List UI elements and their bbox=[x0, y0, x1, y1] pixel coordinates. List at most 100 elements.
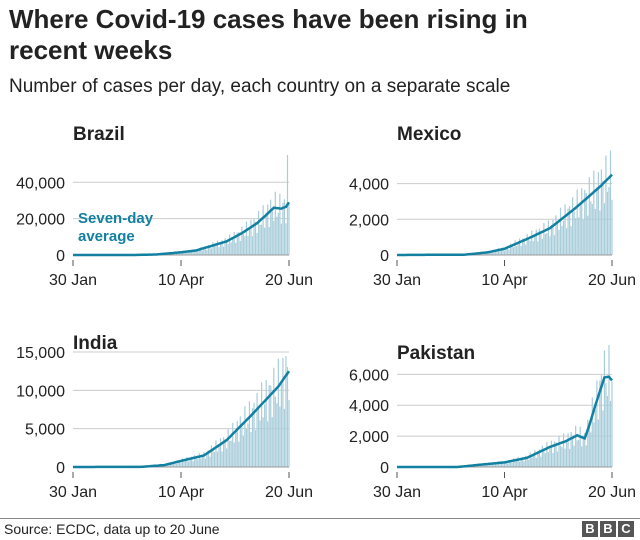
pakistan-daily-bar bbox=[491, 462, 493, 467]
mexico-daily-bar bbox=[569, 206, 571, 255]
mexico-daily-bar bbox=[570, 226, 572, 255]
pakistan-y-tick-label: 6,000 bbox=[349, 367, 389, 384]
mexico-daily-bar bbox=[591, 204, 593, 255]
pakistan-daily-bar bbox=[535, 457, 537, 467]
india-daily-bar bbox=[194, 455, 196, 467]
india-daily-bar bbox=[174, 461, 176, 467]
pakistan-daily-bar bbox=[603, 350, 606, 467]
mexico-daily-bar bbox=[499, 250, 501, 255]
mexico-x-tick-label: 10 Apr bbox=[481, 272, 528, 289]
india-daily-bar bbox=[273, 367, 275, 467]
mexico-daily-bar bbox=[531, 230, 533, 255]
india-daily-bar bbox=[265, 379, 267, 467]
mexico-daily-bar bbox=[543, 223, 545, 255]
mexico-daily-bar bbox=[538, 228, 540, 255]
mexico-daily-bar bbox=[496, 251, 498, 255]
brazil-daily-bar bbox=[227, 244, 229, 255]
pakistan-daily-bar bbox=[540, 456, 542, 467]
pakistan-daily-bar bbox=[525, 455, 527, 467]
india-daily-bar bbox=[195, 457, 197, 467]
mexico-daily-bar bbox=[522, 238, 524, 255]
pakistan-daily-bar bbox=[550, 440, 553, 467]
mexico-y-tick-label: 4,000 bbox=[349, 177, 389, 194]
india-x-tick-label: 30 Jan bbox=[49, 484, 97, 501]
mexico-daily-bar bbox=[561, 225, 563, 255]
brazil-daily-bar bbox=[253, 219, 255, 255]
brazil-daily-bar bbox=[232, 239, 234, 255]
brazil-daily-bar bbox=[177, 253, 179, 255]
pakistan-daily-bar bbox=[602, 410, 604, 467]
pakistan-x-tick-label: 10 Apr bbox=[481, 484, 528, 501]
india-daily-bar bbox=[248, 401, 251, 467]
india-daily-bar bbox=[279, 406, 281, 467]
mexico-daily-bar bbox=[516, 246, 518, 255]
brazil-daily-bar bbox=[277, 212, 279, 255]
mexico-x-tick-label: 20 Jun bbox=[588, 272, 636, 289]
mexico-daily-bar bbox=[605, 155, 607, 255]
pakistan-daily-bar bbox=[600, 375, 603, 467]
india-daily-bar bbox=[264, 404, 266, 467]
brazil-daily-bar bbox=[180, 252, 182, 255]
brazil-daily-bar bbox=[279, 193, 281, 255]
brazil-daily-bar bbox=[188, 250, 190, 255]
pakistan-daily-bar bbox=[565, 440, 568, 467]
mexico-daily-bar bbox=[484, 252, 486, 255]
mexico-daily-bar bbox=[599, 210, 601, 255]
mexico-daily-bar bbox=[512, 247, 515, 255]
brazil-daily-bar bbox=[215, 245, 217, 255]
india-daily-bar bbox=[207, 450, 209, 467]
india-daily-bar bbox=[254, 430, 257, 467]
pakistan-daily-bar bbox=[556, 451, 559, 467]
brazil-daily-bar bbox=[207, 244, 209, 255]
mexico-daily-bar bbox=[525, 244, 527, 255]
mexico-daily-bar bbox=[593, 170, 595, 255]
brazil-daily-bar bbox=[204, 246, 206, 255]
brazil-daily-bar bbox=[200, 247, 202, 255]
india-daily-bar bbox=[221, 451, 223, 467]
india-daily-bar bbox=[271, 417, 273, 467]
mexico-daily-bar bbox=[544, 234, 546, 255]
india-daily-bar bbox=[239, 416, 241, 467]
brazil-daily-bar bbox=[285, 223, 287, 255]
mexico-daily-bar bbox=[609, 150, 612, 255]
pakistan-daily-bar bbox=[522, 456, 524, 467]
pakistan-daily-bar bbox=[591, 397, 593, 467]
pakistan-daily-bar bbox=[529, 452, 531, 467]
brazil-daily-bar bbox=[274, 191, 276, 255]
pakistan-daily-bar bbox=[559, 445, 562, 467]
mexico-daily-bar bbox=[584, 189, 586, 255]
india-y-tick-label: 10,000 bbox=[16, 383, 65, 400]
india-daily-bar bbox=[191, 456, 193, 467]
mexico-daily-bar bbox=[500, 249, 503, 255]
brazil-daily-bar bbox=[224, 238, 226, 255]
pakistan-daily-bar bbox=[532, 455, 534, 467]
brazil-daily-bar bbox=[172, 253, 174, 255]
brazil-daily-bar bbox=[186, 251, 188, 255]
mexico-daily-bar bbox=[567, 208, 569, 255]
brazil-daily-bar bbox=[221, 240, 223, 255]
pakistan-daily-bar bbox=[511, 462, 513, 467]
india-daily-bar bbox=[277, 358, 279, 467]
pakistan-daily-bar bbox=[512, 458, 515, 467]
mexico-daily-bar bbox=[611, 199, 613, 255]
brazil-daily-bar bbox=[219, 242, 222, 255]
brazil-panel-title: Brazil bbox=[73, 124, 125, 145]
mexico-daily-bar bbox=[576, 189, 578, 255]
mexico-daily-bar bbox=[535, 229, 537, 255]
pakistan-daily-bar bbox=[538, 449, 540, 467]
india-daily-bar bbox=[261, 382, 263, 467]
mexico-daily-bar bbox=[540, 231, 542, 255]
pakistan-daily-bar bbox=[594, 409, 596, 467]
brazil-daily-bar bbox=[181, 252, 184, 255]
pakistan-y-tick-label: 2,000 bbox=[349, 429, 389, 446]
india-daily-bar bbox=[251, 408, 254, 467]
pakistan-daily-bar bbox=[494, 464, 497, 467]
pakistan-daily-bar bbox=[552, 453, 554, 467]
mexico-daily-bar bbox=[578, 217, 580, 255]
india-daily-bar bbox=[253, 402, 255, 467]
source-note: Source: ECDC, data up to 20 June bbox=[4, 521, 220, 537]
mexico-daily-bar bbox=[606, 191, 609, 255]
pakistan-daily-bar bbox=[506, 463, 509, 467]
brazil-daily-bar bbox=[189, 252, 191, 255]
